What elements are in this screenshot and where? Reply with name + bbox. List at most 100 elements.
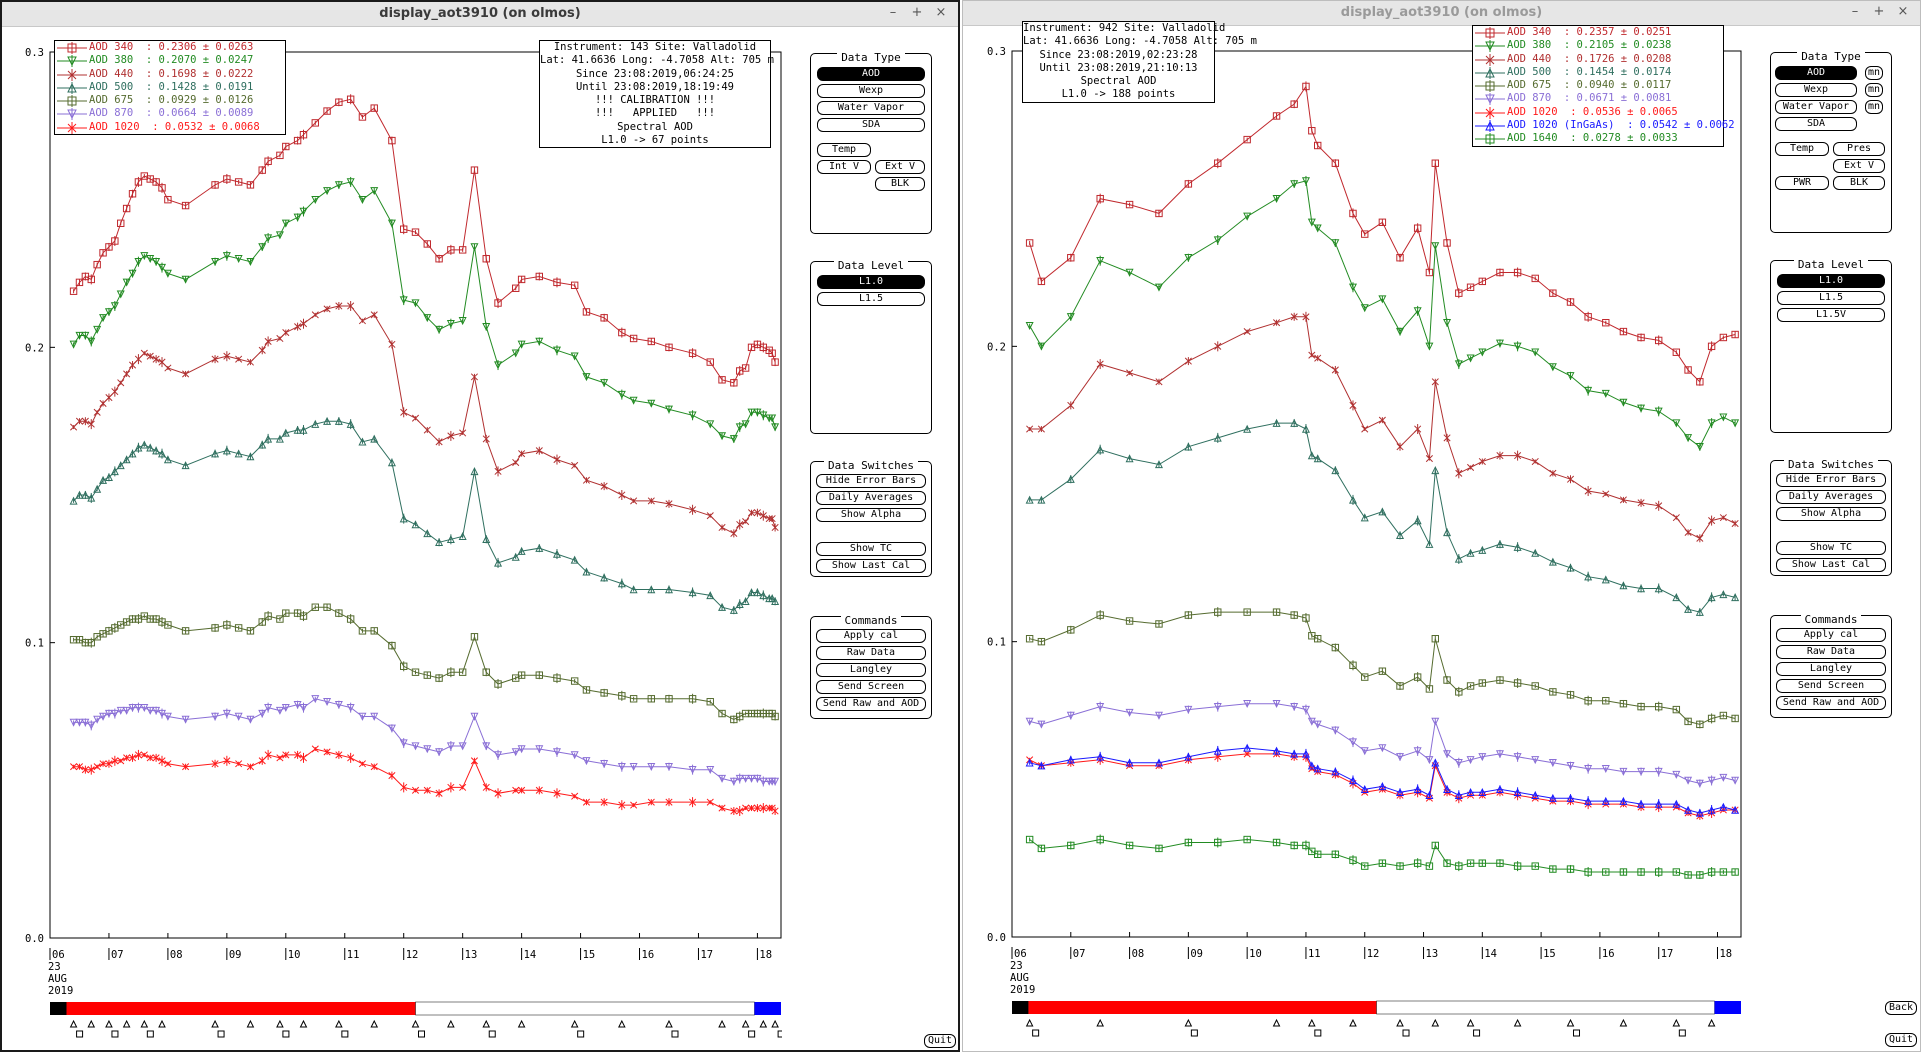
marker-square: [93, 260, 101, 269]
marker-triangle-down: [458, 317, 467, 326]
marker-square: [447, 246, 455, 254]
water-vapor-button[interactable]: Water Vapor: [1775, 100, 1857, 114]
mn-button[interactable]: mn: [1865, 66, 1883, 80]
quit-button[interactable]: Quit: [1885, 1033, 1918, 1047]
l1-5-button[interactable]: L1.5: [817, 292, 925, 306]
send-screen-button[interactable]: Send Screen: [816, 680, 926, 694]
maximize-button[interactable]: +: [911, 5, 923, 20]
apply-cal-button[interactable]: Apply cal: [816, 629, 926, 643]
show-alpha-button[interactable]: Show Alpha: [1776, 507, 1886, 521]
temp-button[interactable]: Temp: [1775, 142, 1829, 156]
send-raw-and-aod-button[interactable]: Send Raw and AOD: [816, 697, 926, 711]
marker-triangle-up: [1531, 790, 1540, 799]
info-box-right: Instrument: 942 Site: Valladolid Lat: 41.…: [1022, 21, 1257, 103]
hide-error-bars-button[interactable]: Hide Error Bars: [816, 474, 926, 488]
series-line: [73, 181, 776, 440]
marker-square: [1496, 268, 1504, 277]
marker-triangle-down: [157, 709, 167, 718]
marker-triangle-down: [1413, 307, 1422, 316]
l1-0-button[interactable]: L1.0: [1777, 274, 1885, 288]
marker-triangle-up: [122, 455, 131, 464]
daily-averages-button[interactable]: Daily Averages: [816, 491, 926, 505]
raw-data-button[interactable]: Raw Data: [1776, 645, 1886, 659]
int-v-button[interactable]: Int V: [817, 160, 871, 174]
measure-mark-square: [282, 1030, 290, 1038]
sda-button[interactable]: SDA: [1775, 117, 1857, 131]
l1-0-button[interactable]: L1.0: [817, 275, 925, 289]
langley-button[interactable]: Langley: [1776, 662, 1886, 676]
marker-square: [1485, 28, 1495, 38]
mn-button[interactable]: mn: [1865, 83, 1883, 97]
marker-triangle-down: [1495, 339, 1504, 348]
wexp-button[interactable]: Wexp: [1775, 83, 1857, 97]
aod-chart-left[interactable]: 0.0 0.1 0.2 0.3 06 07 08 09 10 11 12 13 14 15 16 17 18 23…: [2, 26, 782, 1052]
marker-x: [689, 506, 697, 514]
maximize-button[interactable]: +: [1873, 4, 1885, 19]
marker-square: [570, 281, 579, 290]
pwr-button[interactable]: PWR: [1775, 176, 1829, 190]
show-last-cal-button[interactable]: Show Last Cal: [1776, 558, 1886, 572]
hide-error-bars-button[interactable]: Hide Error Bars: [1776, 473, 1886, 487]
marker-triangle-up: [1707, 805, 1716, 814]
l1-5-button[interactable]: L1.5: [1777, 291, 1885, 305]
marker-square: [75, 278, 84, 287]
aod-button[interactable]: AOD: [1775, 66, 1857, 80]
raw-data-button[interactable]: Raw Data: [816, 646, 926, 660]
marker-square: [299, 130, 308, 139]
blk-button[interactable]: BLK: [1833, 176, 1885, 190]
marker-square: [370, 104, 378, 112]
close-button[interactable]: ×: [1897, 4, 1909, 19]
ext-v-button[interactable]: Ext V: [1833, 159, 1885, 173]
langley-button[interactable]: Langley: [816, 663, 926, 677]
marker-x: [182, 370, 190, 378]
l1-5v-button[interactable]: L1.5V: [1777, 308, 1885, 322]
marker-triangle-down: [281, 703, 290, 712]
marker-triangle-up: [1584, 796, 1593, 805]
show-tc-button[interactable]: Show TC: [1776, 541, 1886, 555]
aod-button[interactable]: AOD: [817, 67, 925, 81]
marker-x: [358, 760, 366, 768]
date-label: 2019: [48, 985, 73, 997]
data-switches-panel-left: Data Switches Hide Error Bars Daily Avera…: [810, 459, 932, 577]
apply-cal-button[interactable]: Apply cal: [1776, 628, 1886, 642]
show-alpha-button[interactable]: Show Alpha: [816, 508, 926, 522]
legend-label: AOD 1640 : 0.0278 ± 0.0033: [1507, 132, 1678, 145]
marker-x: [1467, 463, 1475, 471]
marker-square: [1413, 673, 1422, 681]
marker-triangle-up: [1637, 584, 1646, 593]
sda-button[interactable]: SDA: [817, 118, 925, 132]
back-button[interactable]: Back: [1885, 1001, 1918, 1015]
marker-triangle-down: [157, 263, 167, 272]
marker-square: [1431, 635, 1439, 643]
send-screen-button[interactable]: Send Screen: [1776, 679, 1886, 693]
blk-button[interactable]: BLK: [875, 177, 925, 191]
mn-button[interactable]: mn: [1865, 100, 1883, 114]
pres-button[interactable]: Pres: [1833, 142, 1885, 156]
marker-x: [470, 373, 479, 381]
aod-chart-right[interactable]: 0.0 0.1 0.2 0.3 06 07 08 09 10 11 12 13 14 15 16 17 18 23…: [963, 25, 1743, 1051]
show-tc-button[interactable]: Show TC: [816, 542, 926, 556]
marker-triangle-down: [163, 712, 172, 721]
close-button[interactable]: ×: [935, 5, 947, 20]
water-vapor-button[interactable]: Water Vapor: [817, 101, 925, 115]
marker-triangle-up: [1672, 799, 1681, 808]
marker-triangle-up: [181, 461, 190, 470]
marker-triangle-down: [1513, 753, 1522, 762]
measure-mark-triangle: [122, 1019, 131, 1028]
wexp-button[interactable]: Wexp: [817, 84, 925, 98]
marker-square: [435, 255, 443, 263]
marker-triangle-up: [1348, 495, 1357, 504]
send-raw-and-aod-button[interactable]: Send Raw and AOD: [1776, 696, 1886, 710]
minimize-button[interactable]: –: [1851, 4, 1859, 19]
legend-label: AOD 1020 : 0.0532 ± 0.0068: [89, 120, 260, 133]
ext-v-button[interactable]: Ext V: [875, 160, 925, 174]
show-last-cal-button[interactable]: Show Last Cal: [816, 559, 926, 573]
x-tick-label: 08: [1132, 948, 1145, 960]
marker-square: [1478, 859, 1487, 867]
quit-button[interactable]: Quit: [924, 1034, 957, 1048]
data-level-panel-right: Data Level L1.0 L1.5 L1.5V: [1770, 258, 1892, 433]
daily-averages-button[interactable]: Daily Averages: [1776, 490, 1886, 504]
minimize-button[interactable]: –: [889, 5, 897, 20]
temp-button[interactable]: Temp: [817, 143, 871, 157]
left-titlebar[interactable]: display_aot3910 (on olmos) – + ×: [2, 2, 958, 27]
